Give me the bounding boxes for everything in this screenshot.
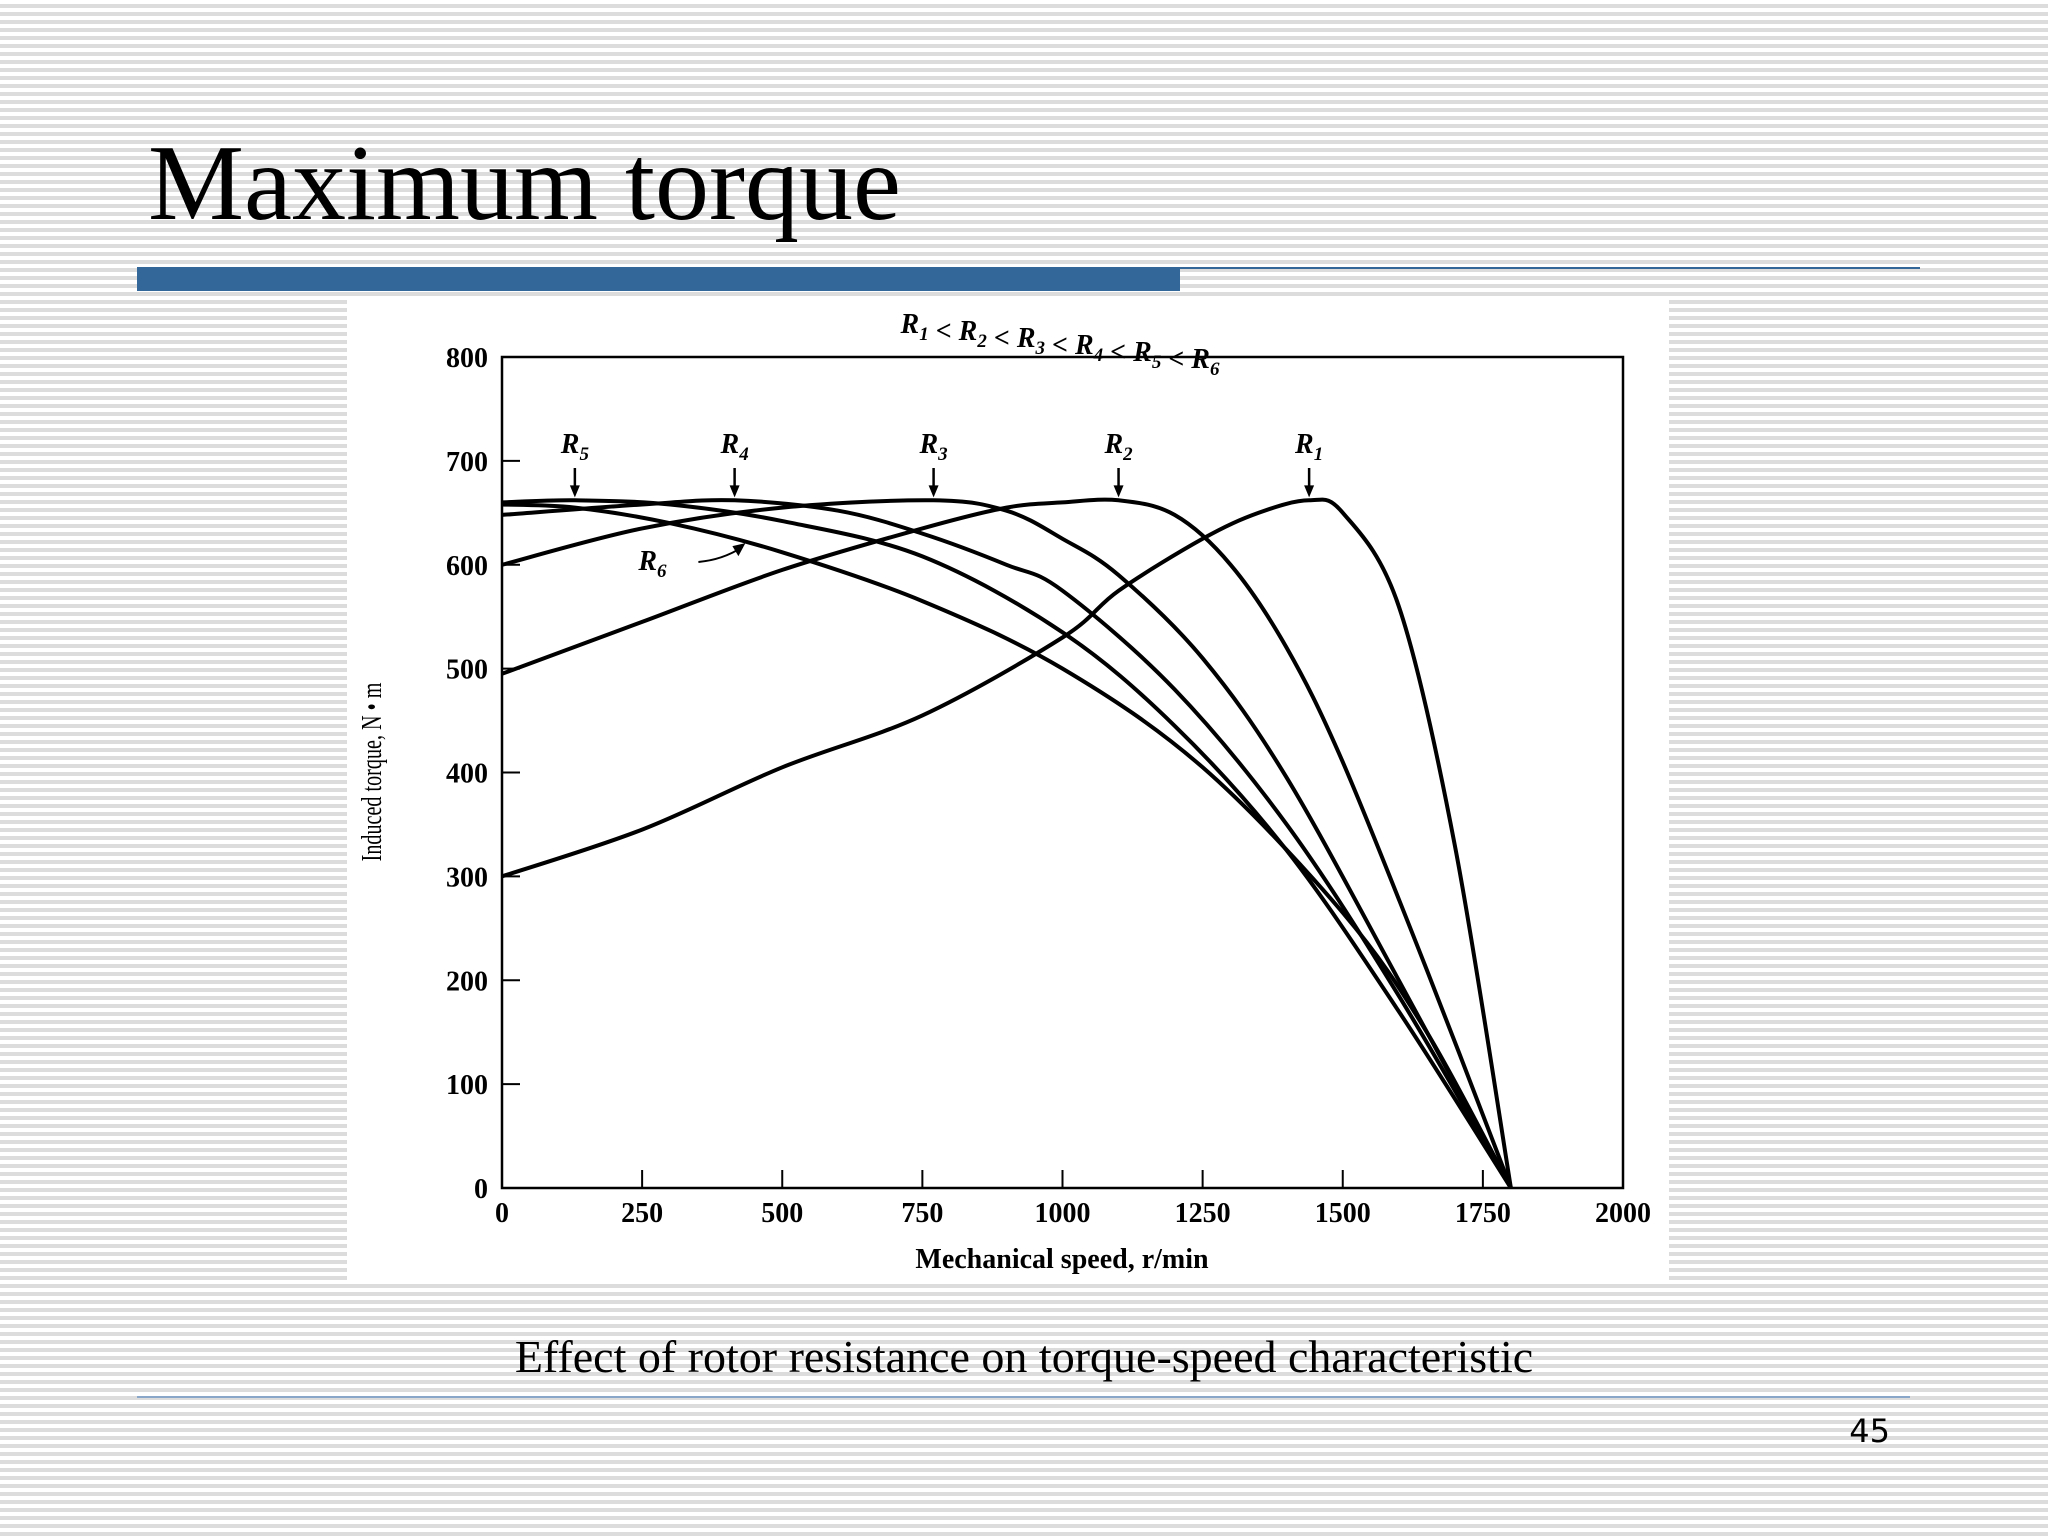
annotation-arrowhead (729, 485, 740, 498)
slide-caption: Effect of rotor resistance on torque-spe… (514, 1331, 1534, 1382)
y-tick-label: 600 (446, 551, 488, 582)
chart-title: R1 < R2 < R3 < R4 < R5 < R6 (900, 309, 1220, 380)
title-underline-bar (137, 267, 1180, 291)
footer-rule (137, 1396, 1910, 1398)
annotation-label: R4 (720, 429, 749, 465)
annotation-arrowhead (1113, 485, 1124, 498)
x-tick-label: 500 (761, 1198, 803, 1229)
annotation-arrowhead (928, 485, 939, 498)
y-tick-label: 400 (446, 759, 488, 790)
curve-r3 (501, 498, 1513, 1189)
chart-panel: R1 < R2 < R3 < R4 < R5 < R6 0 100 200 300 40… (347, 298, 1669, 1280)
annotation-label: R2 (1103, 429, 1133, 465)
title-underline-rule (1180, 267, 1920, 269)
torque-speed-chart: R1 < R2 < R3 < R4 < R5 < R6 0 100 200 300 40… (357, 309, 1651, 1275)
x-tick-label: 1750 (1455, 1198, 1511, 1229)
annotation-label: R6 (637, 546, 667, 582)
x-tick-label: 0 (495, 1198, 509, 1229)
annotation-label: R3 (918, 429, 947, 465)
annotation-label: R1 (1294, 429, 1323, 465)
annotation-arrowhead (1304, 485, 1315, 498)
y-tick-label: 0 (474, 1174, 488, 1205)
y-tick-label: 300 (446, 862, 488, 893)
y-tick-label: 700 (446, 447, 488, 478)
curve-r5 (501, 498, 1513, 1190)
x-tick-label: 1000 (1035, 1198, 1091, 1229)
x-tick-label: 250 (621, 1198, 663, 1229)
slide-title: Maximum torque (148, 124, 901, 243)
x-axis-label: Mechanical speed, r/min (915, 1244, 1209, 1275)
curve-r6 (501, 502, 1513, 1189)
y-tick-label: 100 (446, 1070, 488, 1101)
page-number: 45 (1849, 1412, 1890, 1450)
y-tick-label: 800 (446, 343, 488, 374)
y-axis-label: Induced torque, N • m (357, 683, 388, 862)
peak-annotations: R5 R4 R3 R2 R1 R6 (560, 429, 1323, 582)
annotation-arrowhead (569, 485, 580, 498)
x-tick-label: 750 (901, 1198, 943, 1229)
x-axis: 0 250 500 750 1000 1250 1500 1750 2000 (495, 1170, 1651, 1229)
curves (501, 497, 1513, 1190)
annotation-label: R5 (560, 429, 590, 465)
y-axis: 0 100 200 300 400 500 600 700 800 (446, 343, 520, 1205)
y-tick-label: 200 (446, 966, 488, 997)
x-tick-label: 1250 (1175, 1198, 1231, 1229)
annotation-arrowhead (732, 543, 746, 557)
curve-r1 (501, 497, 1513, 1189)
x-tick-label: 2000 (1595, 1198, 1651, 1229)
plot-frame (500, 355, 1625, 1190)
y-tick-label: 500 (446, 655, 488, 686)
curve-r4 (501, 498, 1513, 1190)
curve-r2 (501, 497, 1513, 1189)
x-tick-label: 1500 (1315, 1198, 1371, 1229)
